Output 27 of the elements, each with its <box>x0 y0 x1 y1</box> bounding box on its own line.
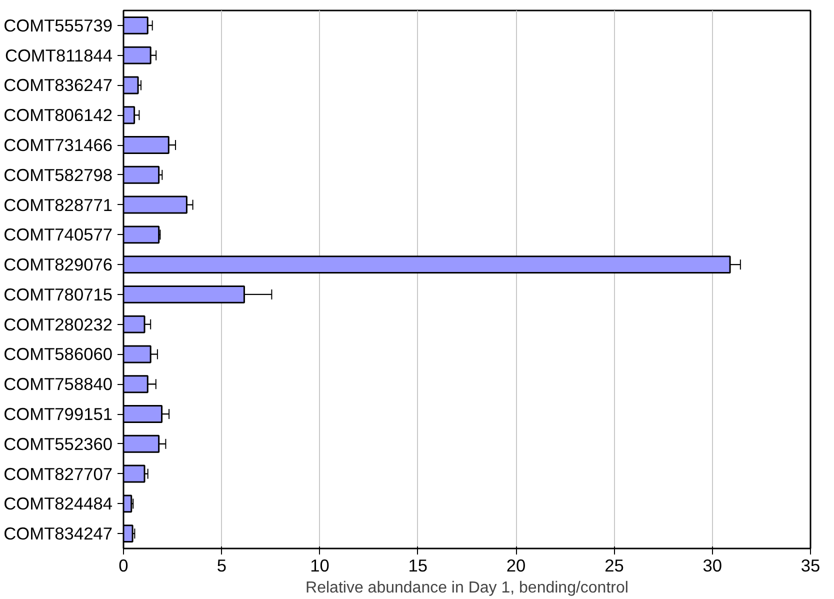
y-tick-label: COMT811844 <box>4 45 113 66</box>
y-tick-label: COMT758840 <box>4 374 113 394</box>
y-tick-label: COMT586060 <box>4 344 113 364</box>
y-tick-label: COMT799151 <box>4 404 113 424</box>
x-tick-label: 20 <box>506 556 526 576</box>
y-tick-label: COMT828771 <box>4 194 113 215</box>
x-axis-title: Relative abundance in Day 1, bending/control <box>306 580 628 596</box>
y-tick-label: COMT836247 <box>4 75 113 96</box>
y-tick-label: COMT806142 <box>4 105 113 126</box>
x-tick-label: 5 <box>216 556 226 576</box>
y-tick-label: COMT555739 <box>4 15 113 36</box>
x-tick-label: 30 <box>702 556 722 576</box>
y-tick-label: COMT280232 <box>4 314 113 334</box>
x-tick-label: 15 <box>408 556 428 576</box>
y-tick-label: COMT780715 <box>4 284 113 304</box>
x-tick-label: 0 <box>118 556 128 576</box>
x-tick-label: 35 <box>800 556 820 576</box>
y-tick-label: COMT731466 <box>4 135 113 155</box>
x-tick-label: 10 <box>310 556 330 576</box>
y-tick-label: COMT552360 <box>4 434 113 454</box>
y-tick-label: COMT827707 <box>4 464 113 484</box>
y-tick-label: COMT829076 <box>4 254 113 275</box>
y-tick-label: COMT824484 <box>4 494 113 514</box>
y-tick-label: COMT834247 <box>4 524 113 544</box>
y-tick-label: COMT582798 <box>4 164 113 185</box>
y-tick-label: COMT740577 <box>4 224 113 245</box>
x-tick-label: 25 <box>604 556 624 576</box>
